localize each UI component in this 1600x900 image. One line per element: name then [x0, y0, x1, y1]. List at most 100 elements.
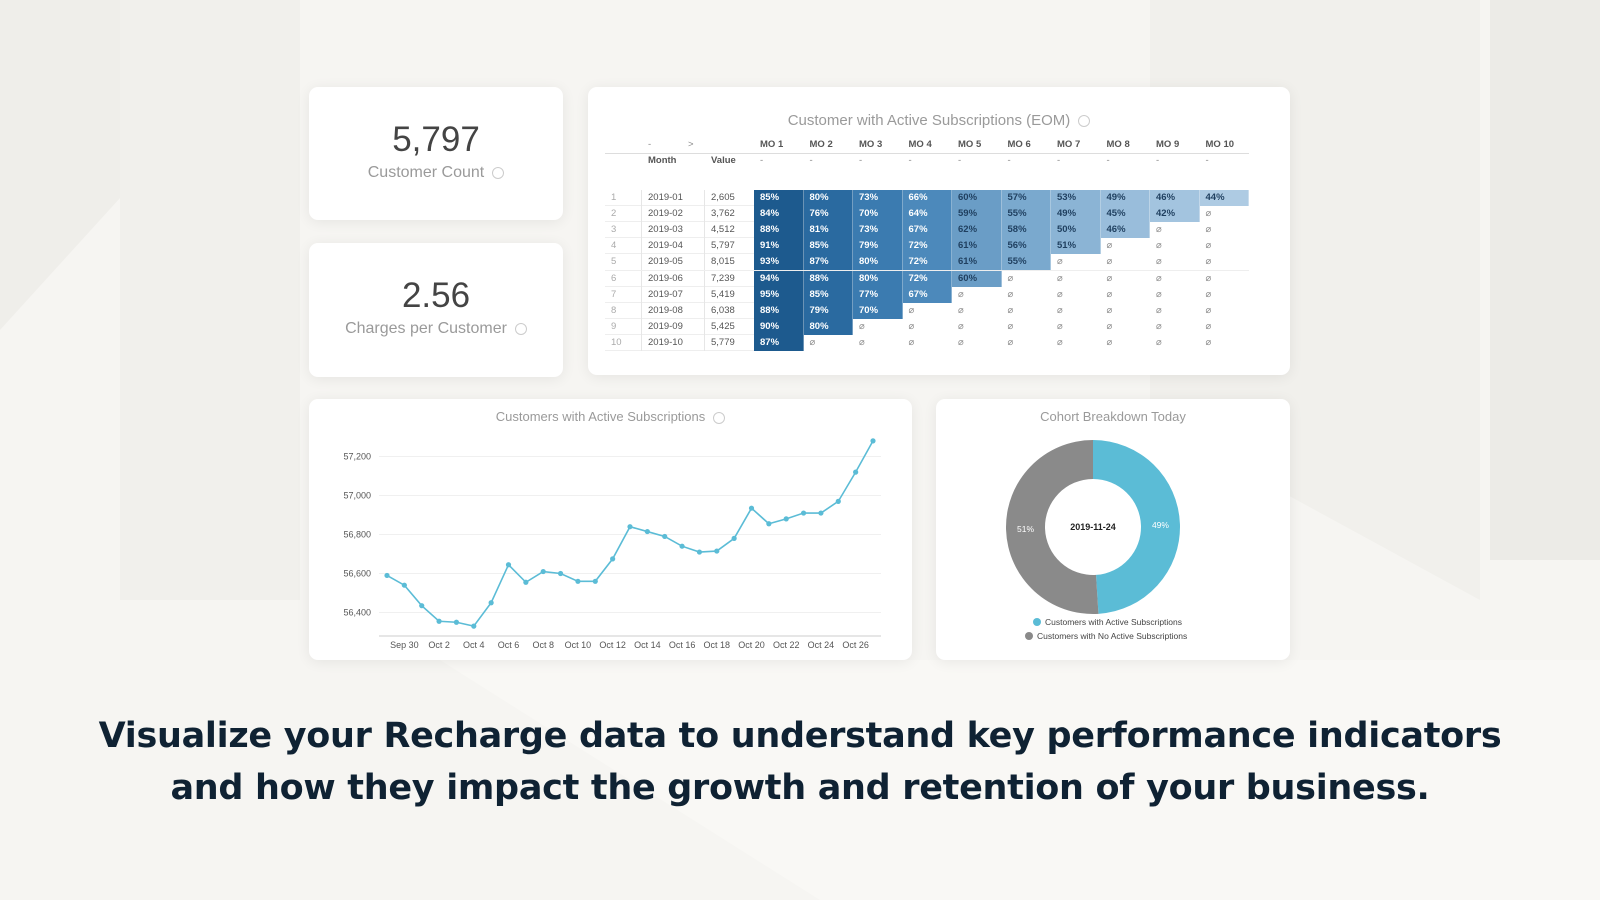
row-index: 10 — [605, 334, 642, 351]
empty-cell: ⌀ — [1100, 334, 1150, 351]
x-tick-label: Oct 14 — [634, 640, 661, 650]
kpi-value: 2.56 — [401, 276, 471, 315]
header-rule — [605, 153, 1249, 154]
empty-cell: ⌀ — [1150, 286, 1200, 303]
cohort-cell: 55% — [1001, 206, 1051, 223]
subheader: Value — [711, 155, 736, 166]
x-tick-label: Oct 8 — [532, 640, 554, 650]
row-index: 8 — [605, 302, 642, 319]
empty-cell: ⌀ — [1100, 254, 1150, 271]
cohort-cell: 76% — [803, 206, 853, 223]
row-index: 5 — [605, 254, 642, 271]
empty-cell: ⌀ — [1001, 286, 1051, 303]
row-index: 4 — [605, 238, 642, 255]
column-placeholder: - — [1205, 155, 1209, 166]
y-tick-label: 56,400 — [343, 608, 371, 618]
column-placeholder: - — [1007, 155, 1011, 166]
cohort-title-text: Customer with Active Subscriptions (EOM) — [787, 112, 1071, 129]
empty-cell: ⌀ — [1150, 254, 1200, 271]
empty-cell: ⌀ — [1051, 270, 1101, 287]
empty-cell: ⌀ — [1199, 270, 1249, 287]
cohort-cell: 64% — [902, 206, 952, 223]
x-tick-label: Oct 16 — [669, 640, 696, 650]
help-icon[interactable] — [1078, 115, 1091, 128]
empty-cell: ⌀ — [803, 334, 853, 351]
point — [453, 619, 460, 625]
cohort-cell: 94% — [754, 270, 804, 287]
cohort-cell: 72% — [902, 270, 952, 287]
cohort-cell: 93% — [754, 254, 804, 271]
cohort-cell: 95% — [754, 286, 804, 303]
row-value: 7,239 — [711, 272, 735, 284]
empty-cell: ⌀ — [1150, 270, 1200, 287]
cohort-cell: 85% — [754, 190, 804, 206]
cohort-cell: 73% — [853, 190, 903, 206]
row-month: 2019-08 — [642, 302, 705, 319]
empty-cell: ⌀ — [1150, 302, 1200, 319]
row-index: 6 — [605, 270, 642, 287]
point — [401, 582, 407, 588]
empty-cell: ⌀ — [1199, 302, 1249, 319]
cohort-cell: 44% — [1199, 190, 1249, 206]
row-month: 2019-03 — [642, 222, 705, 239]
point — [783, 516, 789, 522]
empty-cell: ⌀ — [1150, 318, 1200, 335]
point — [835, 498, 841, 504]
cohort-card: Customer with Active Subscriptions (EOM)… — [588, 87, 1290, 375]
row-month: 2019-05 — [642, 254, 705, 271]
y-tick-label: 56,800 — [343, 530, 371, 540]
cohort-cell: 49% — [1100, 190, 1150, 206]
point — [800, 510, 807, 516]
row-month: 2019-01 — [642, 190, 705, 206]
row-index: 3 — [605, 222, 642, 239]
cohort-cell: 58% — [1001, 222, 1051, 239]
empty-cell: ⌀ — [1001, 334, 1051, 351]
empty-cell: ⌀ — [1051, 318, 1101, 335]
cohort-cell: 51% — [1051, 238, 1101, 255]
empty-cell: ⌀ — [1150, 334, 1200, 351]
table-top-label: > — [688, 139, 694, 150]
cohort-cell: 80% — [803, 318, 853, 335]
cohort-cell: 60% — [952, 270, 1002, 287]
cohort-cell: 87% — [754, 334, 804, 351]
empty-cell: ⌀ — [853, 318, 903, 335]
empty-cell: ⌀ — [1051, 302, 1101, 319]
cohort-cell: 80% — [853, 270, 903, 287]
x-tick-label: Oct 4 — [463, 640, 485, 650]
point — [644, 528, 650, 535]
row-value: 5,419 — [711, 288, 735, 300]
cohort-cell: 80% — [853, 254, 903, 271]
cohort-cell: 60% — [952, 190, 1002, 206]
empty-cell: ⌀ — [952, 318, 1002, 335]
empty-cell: ⌀ — [902, 318, 952, 335]
kpi-label: Charges per Customer — [309, 320, 563, 338]
cohort-cell: 67% — [902, 222, 952, 239]
cohort-title: Customer with Active Subscriptions (EOM) — [588, 112, 1290, 129]
empty-cell: ⌀ — [952, 286, 1002, 303]
cohort-cell: 90% — [754, 318, 804, 335]
empty-cell: ⌀ — [952, 334, 1002, 351]
row-value: 4,512 — [711, 224, 735, 236]
cohort-cell: 85% — [803, 238, 853, 255]
column-header: MO 1 — [760, 139, 784, 150]
empty-cell: ⌀ — [1199, 334, 1249, 351]
cohort-cell: 45% — [1100, 206, 1150, 223]
kpi-label: Customer Count — [309, 164, 563, 182]
cohort-cell: 59% — [952, 206, 1002, 223]
donut-label: 51% — [1017, 524, 1034, 534]
point — [471, 623, 477, 629]
point — [627, 524, 633, 530]
cohort-cell: 88% — [754, 222, 804, 239]
subheader: Month — [648, 155, 677, 166]
empty-cell: ⌀ — [1001, 270, 1051, 287]
cohort-cell: 79% — [853, 238, 903, 255]
help-icon[interactable] — [514, 322, 527, 335]
column-header: MO 8 — [1106, 139, 1130, 150]
row-month: 2019-10 — [642, 334, 705, 351]
help-icon[interactable] — [492, 166, 505, 179]
column-placeholder: - — [1057, 155, 1061, 166]
help-icon[interactable] — [713, 411, 726, 424]
cohort-cell: 56% — [1001, 238, 1051, 255]
empty-cell: ⌀ — [902, 302, 952, 319]
